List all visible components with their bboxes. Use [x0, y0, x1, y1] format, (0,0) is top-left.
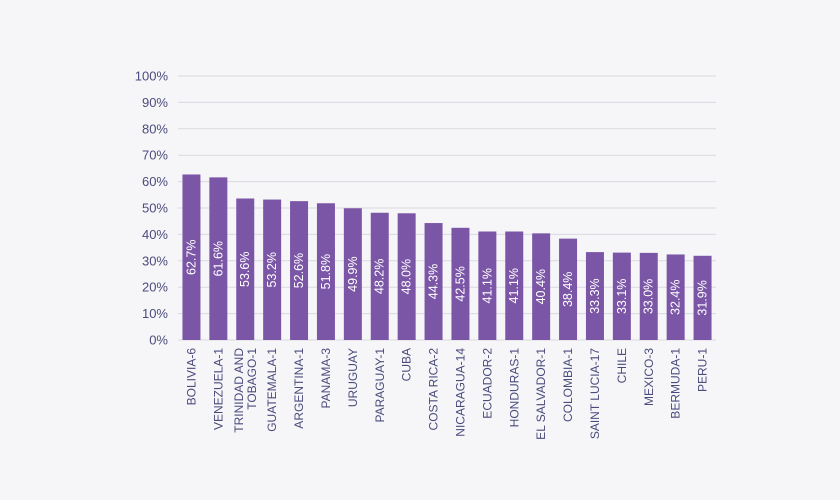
x-tick-label: COSTA RICA-2 — [427, 348, 441, 431]
x-tick-label: PANAMA-3 — [319, 348, 333, 409]
data-label: 31.9% — [696, 280, 710, 315]
x-tick-label-line: VENEZUELA-1 — [211, 348, 225, 430]
x-tick-label-line: URUGUAY — [346, 348, 360, 407]
x-tick-label-line: SAINT LUCIA-17 — [588, 348, 602, 439]
data-label: 33.3% — [588, 278, 602, 313]
data-label: 42.5% — [453, 266, 467, 301]
x-tick-label-line: PERU-1 — [696, 348, 710, 392]
bar — [532, 233, 551, 340]
x-tick-label: MEXICO-3 — [642, 348, 656, 406]
x-tick-label: ARGENTINA-1 — [292, 348, 306, 429]
bar — [559, 238, 578, 340]
x-tick-label: NICARAGUA-14 — [453, 348, 467, 437]
y-tick-label: 10% — [142, 306, 168, 321]
y-tick-label: 0% — [149, 333, 168, 348]
x-tick-label: SAINT LUCIA-17 — [588, 348, 602, 439]
x-tick-label: VENEZUELA-1 — [211, 348, 225, 430]
y-tick-label: 30% — [142, 253, 168, 268]
data-label: 53.2% — [265, 252, 279, 287]
bar — [370, 212, 389, 340]
bar — [612, 252, 631, 340]
bar — [397, 213, 416, 340]
x-tick-label-line: PARAGUAY-1 — [373, 348, 387, 423]
data-label: 41.1% — [480, 268, 494, 303]
x-tick-label: BERMUDA-1 — [669, 348, 683, 419]
data-label: 33.0% — [642, 279, 656, 314]
data-label: 52.6% — [292, 253, 306, 288]
bar — [209, 177, 228, 340]
data-label: 48.0% — [400, 259, 414, 294]
data-label: 33.1% — [615, 279, 629, 314]
x-tick-label-line: HONDURAS-1 — [507, 348, 521, 428]
x-tick-label-line: GUATEMALA-1 — [265, 348, 279, 432]
bar — [290, 201, 309, 340]
bar — [666, 254, 685, 340]
y-tick-label: 100% — [135, 69, 169, 84]
x-tick-label-line: CHILE — [615, 348, 629, 383]
x-tick-label: HONDURAS-1 — [507, 348, 521, 428]
data-label: 62.7% — [184, 240, 198, 275]
x-tick-label: CUBA — [400, 348, 414, 381]
x-tick-label-line: BERMUDA-1 — [669, 348, 683, 419]
bar — [424, 223, 443, 340]
x-tick-label-line: COSTA RICA-2 — [427, 348, 441, 431]
bar — [478, 231, 497, 340]
y-tick-label: 40% — [142, 227, 168, 242]
bar — [236, 198, 255, 340]
y-tick-label: 90% — [142, 95, 168, 110]
x-tick-label-line: NICARAGUA-14 — [453, 348, 467, 437]
x-tick-label: PARAGUAY-1 — [373, 348, 387, 423]
x-tick-label: URUGUAY — [346, 348, 360, 407]
data-label: 48.2% — [373, 259, 387, 294]
data-label: 53.6% — [238, 252, 252, 287]
x-tick-label-line: ECUADOR-2 — [480, 348, 494, 419]
x-tick-label: GUATEMALA-1 — [265, 348, 279, 432]
x-tick-label-line: PANAMA-3 — [319, 348, 333, 409]
x-tick-label-line: CUBA — [400, 348, 414, 381]
data-label: 32.4% — [669, 280, 683, 315]
x-tick-label-line: EL SALVADOR-1 — [534, 348, 548, 440]
x-tick-label-line: COLOMBIA-1 — [561, 348, 575, 422]
x-tick-label: PERU-1 — [696, 348, 710, 392]
y-tick-label: 50% — [142, 201, 168, 216]
y-tick-label: 20% — [142, 280, 168, 295]
y-tick-label: 70% — [142, 148, 168, 163]
data-label: 61.6% — [211, 241, 225, 276]
bar — [343, 208, 362, 340]
x-tick-label: CHILE — [615, 348, 629, 383]
x-tick-label-line: ARGENTINA-1 — [292, 348, 306, 429]
data-label: 49.9% — [346, 256, 360, 291]
data-label: 40.4% — [534, 269, 548, 304]
x-tick-label: ECUADOR-2 — [480, 348, 494, 419]
bar — [182, 174, 201, 340]
bar — [693, 255, 712, 340]
y-tick-label: 80% — [142, 121, 168, 136]
bar — [451, 227, 470, 340]
bar — [585, 252, 604, 340]
data-label: 38.4% — [561, 272, 575, 307]
data-label: 51.8% — [319, 254, 333, 289]
x-tick-label-line: TRINIDAD AND — [232, 348, 246, 433]
data-label: 44.3% — [427, 264, 441, 299]
bar — [639, 252, 658, 340]
x-tick-label-line: TOBAGO-1 — [245, 348, 259, 410]
x-tick-label-line: MEXICO-3 — [642, 348, 656, 406]
data-label: 41.1% — [507, 268, 521, 303]
x-tick-label-line: BOLIVIA-6 — [184, 348, 198, 406]
x-tick-label: TRINIDAD ANDTOBAGO-1 — [232, 348, 259, 433]
x-tick-label: EL SALVADOR-1 — [534, 348, 548, 440]
x-tick-label: COLOMBIA-1 — [561, 348, 575, 422]
bar — [316, 203, 335, 340]
bar — [263, 199, 282, 340]
x-tick-label: BOLIVIA-6 — [184, 348, 198, 406]
y-tick-label: 60% — [142, 174, 168, 189]
bar — [505, 231, 524, 340]
